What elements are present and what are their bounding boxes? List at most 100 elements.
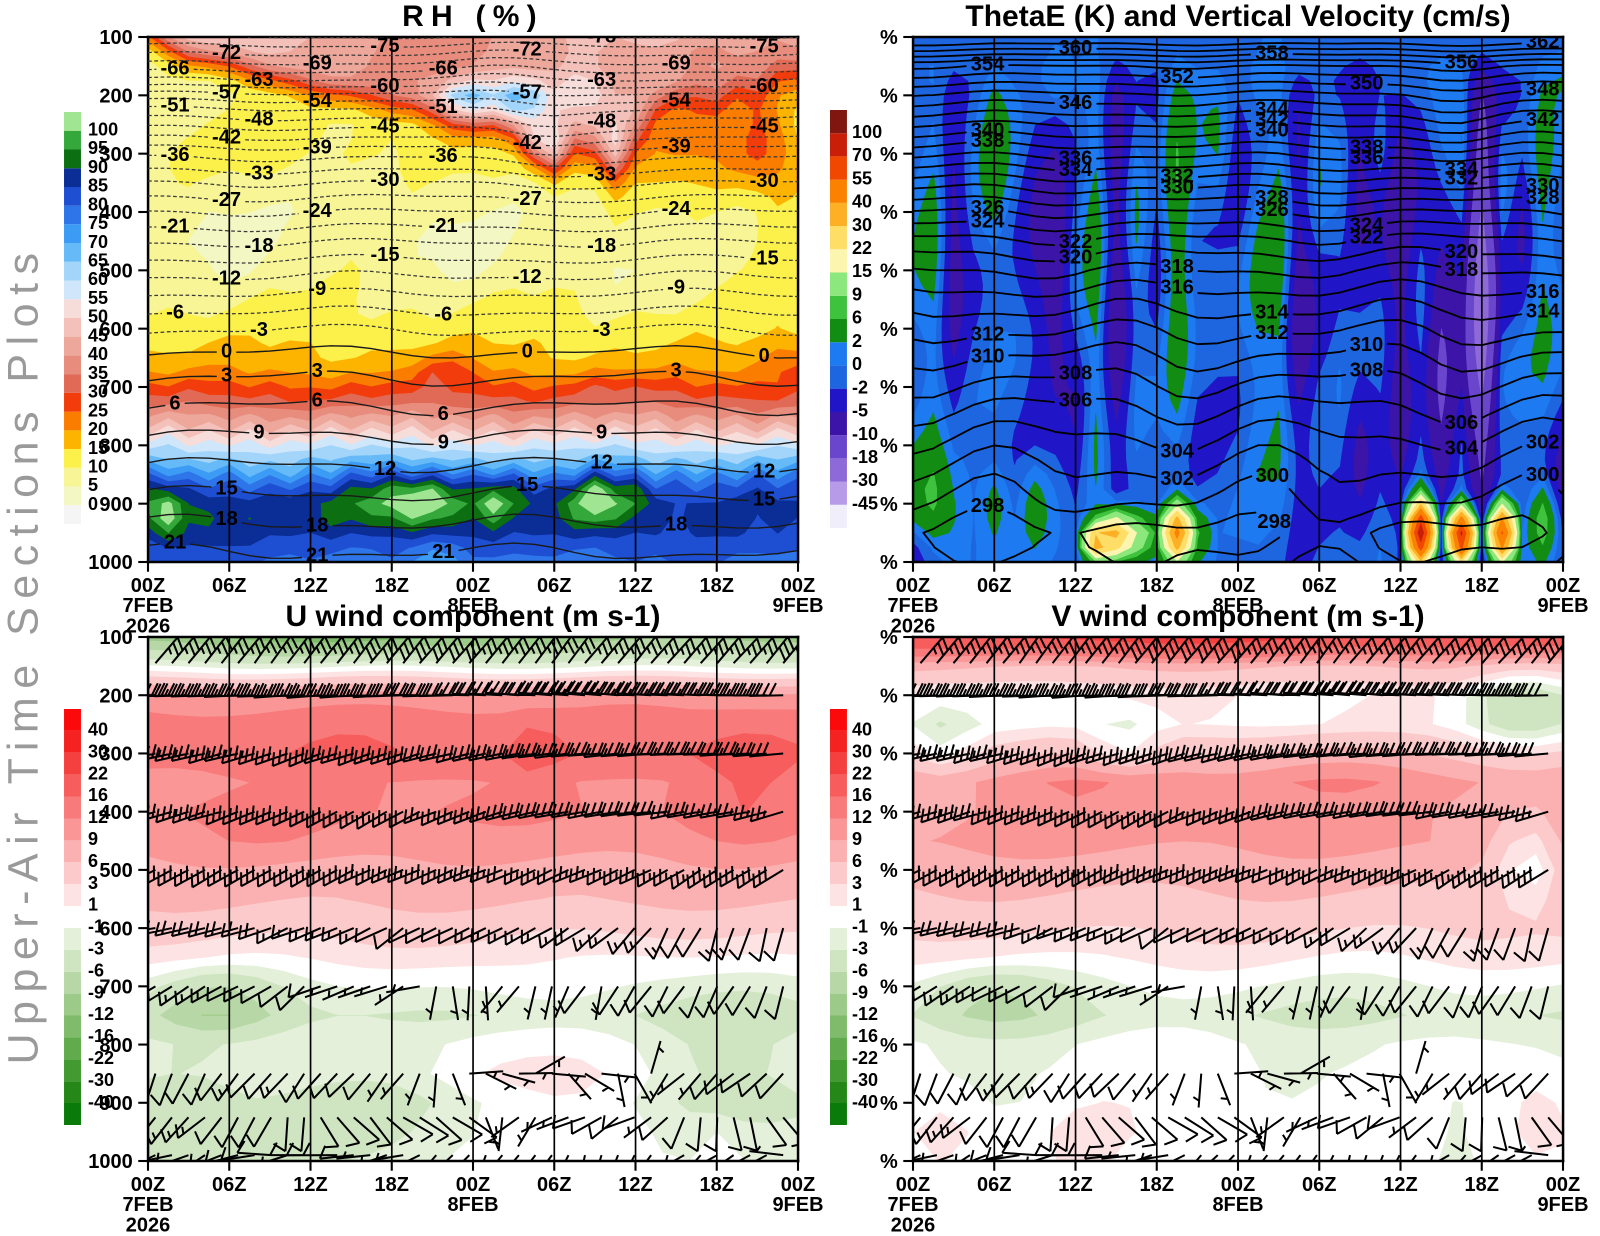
svg-text:00Z: 00Z xyxy=(1221,575,1255,597)
svg-text:9: 9 xyxy=(253,421,264,443)
svg-text:318: 318 xyxy=(1160,256,1194,278)
svg-text:18Z: 18Z xyxy=(375,575,409,597)
svg-text:-22: -22 xyxy=(852,1048,878,1068)
svg-text:%: % xyxy=(880,494,898,516)
svg-text:-2: -2 xyxy=(852,377,868,397)
svg-text:-45: -45 xyxy=(750,116,779,138)
svg-text:-72: -72 xyxy=(513,39,542,61)
svg-text:320: 320 xyxy=(1059,247,1093,269)
svg-text:-36: -36 xyxy=(429,145,458,167)
svg-text:-45: -45 xyxy=(852,493,878,513)
svg-text:12: 12 xyxy=(590,452,612,474)
svg-text:9: 9 xyxy=(852,284,862,304)
svg-text:-36: -36 xyxy=(161,144,190,166)
svg-text:18: 18 xyxy=(215,508,237,530)
svg-text:342: 342 xyxy=(1255,109,1289,131)
svg-text:22: 22 xyxy=(88,763,108,783)
svg-text:%: % xyxy=(880,1093,898,1115)
svg-text:-75: -75 xyxy=(370,35,399,57)
svg-text:-54: -54 xyxy=(662,89,692,111)
svg-text:00Z: 00Z xyxy=(131,575,165,597)
svg-text:6: 6 xyxy=(438,403,449,425)
svg-text:9FEB: 9FEB xyxy=(772,1194,823,1216)
svg-text:-54: -54 xyxy=(303,90,333,112)
svg-text:%: % xyxy=(880,261,898,283)
svg-text:700: 700 xyxy=(99,377,132,399)
svg-text:-1: -1 xyxy=(88,917,104,937)
svg-text:-78: -78 xyxy=(587,26,616,48)
svg-text:360: 360 xyxy=(1059,37,1093,59)
svg-text:22: 22 xyxy=(852,763,872,783)
svg-text:3: 3 xyxy=(671,359,682,381)
svg-text:18Z: 18Z xyxy=(1140,1174,1174,1196)
svg-text:1: 1 xyxy=(852,895,862,915)
svg-text:5: 5 xyxy=(88,475,98,495)
svg-text:7FEB: 7FEB xyxy=(122,1194,173,1216)
svg-text:1000: 1000 xyxy=(88,552,132,574)
svg-text:312: 312 xyxy=(1255,322,1289,344)
svg-text:298: 298 xyxy=(1257,511,1291,533)
svg-text:0: 0 xyxy=(88,494,98,514)
svg-text:300: 300 xyxy=(1255,465,1289,487)
svg-text:75: 75 xyxy=(88,213,108,233)
svg-text:-6: -6 xyxy=(88,960,104,980)
svg-text:55: 55 xyxy=(88,288,108,308)
svg-text:326: 326 xyxy=(971,197,1005,219)
svg-text:%: % xyxy=(880,685,898,707)
svg-text:18Z: 18Z xyxy=(1140,575,1174,597)
svg-text:-24: -24 xyxy=(303,200,333,222)
svg-text:00Z: 00Z xyxy=(456,575,490,597)
svg-text:298: 298 xyxy=(971,495,1005,517)
svg-text:35: 35 xyxy=(88,363,108,383)
svg-text:0: 0 xyxy=(221,340,232,362)
svg-text:306: 306 xyxy=(1445,412,1479,434)
svg-text:00Z: 00Z xyxy=(896,1174,930,1196)
svg-text:12Z: 12Z xyxy=(1058,1174,1092,1196)
svg-text:3: 3 xyxy=(312,360,323,382)
svg-text:00Z: 00Z xyxy=(781,1174,815,1196)
svg-text:18Z: 18Z xyxy=(1465,1174,1499,1196)
svg-text:8FEB: 8FEB xyxy=(447,595,498,617)
svg-text:16: 16 xyxy=(88,785,108,805)
svg-text:%: % xyxy=(880,144,898,166)
svg-text:18Z: 18Z xyxy=(700,1174,734,1196)
svg-text:2026: 2026 xyxy=(126,1215,170,1236)
svg-text:V wind component (m s-1): V wind component (m s-1) xyxy=(1051,600,1424,633)
svg-text:7FEB: 7FEB xyxy=(122,595,173,617)
svg-text:-18: -18 xyxy=(852,447,878,467)
svg-text:18: 18 xyxy=(665,514,687,536)
svg-text:-72: -72 xyxy=(212,42,241,64)
svg-text:326: 326 xyxy=(1255,199,1289,221)
svg-text:-45: -45 xyxy=(370,116,399,138)
svg-text:346: 346 xyxy=(1059,92,1093,114)
svg-text:328: 328 xyxy=(1255,187,1289,209)
svg-text:9FEB: 9FEB xyxy=(1537,1194,1588,1216)
svg-text:314: 314 xyxy=(1255,302,1289,324)
svg-text:%: % xyxy=(880,977,898,999)
svg-text:40: 40 xyxy=(852,720,872,740)
svg-text:8FEB: 8FEB xyxy=(1212,1194,1263,1216)
svg-text:-5: -5 xyxy=(852,401,868,421)
svg-text:-39: -39 xyxy=(662,135,691,157)
svg-text:302: 302 xyxy=(1160,468,1194,490)
svg-text:RH (%): RH (%) xyxy=(402,0,544,33)
svg-text:-42: -42 xyxy=(513,132,542,154)
svg-text:332: 332 xyxy=(1160,166,1194,188)
svg-text:12Z: 12Z xyxy=(1383,1174,1417,1196)
svg-text:21: 21 xyxy=(306,545,328,567)
svg-text:-3: -3 xyxy=(593,319,611,341)
svg-text:362: 362 xyxy=(1526,31,1560,53)
svg-text:324: 324 xyxy=(1350,215,1384,237)
svg-text:3: 3 xyxy=(852,873,862,893)
svg-text:1000: 1000 xyxy=(88,1151,132,1173)
svg-text:-57: -57 xyxy=(212,81,241,103)
svg-text:500: 500 xyxy=(99,860,132,882)
svg-text:06Z: 06Z xyxy=(1302,575,1336,597)
svg-text:60: 60 xyxy=(88,269,108,289)
svg-text:352: 352 xyxy=(1160,66,1194,88)
svg-text:40: 40 xyxy=(852,192,872,212)
svg-text:-27: -27 xyxy=(212,189,241,211)
svg-text:312: 312 xyxy=(971,324,1005,346)
svg-text:-16: -16 xyxy=(852,1026,878,1046)
svg-text:-21: -21 xyxy=(429,215,458,237)
